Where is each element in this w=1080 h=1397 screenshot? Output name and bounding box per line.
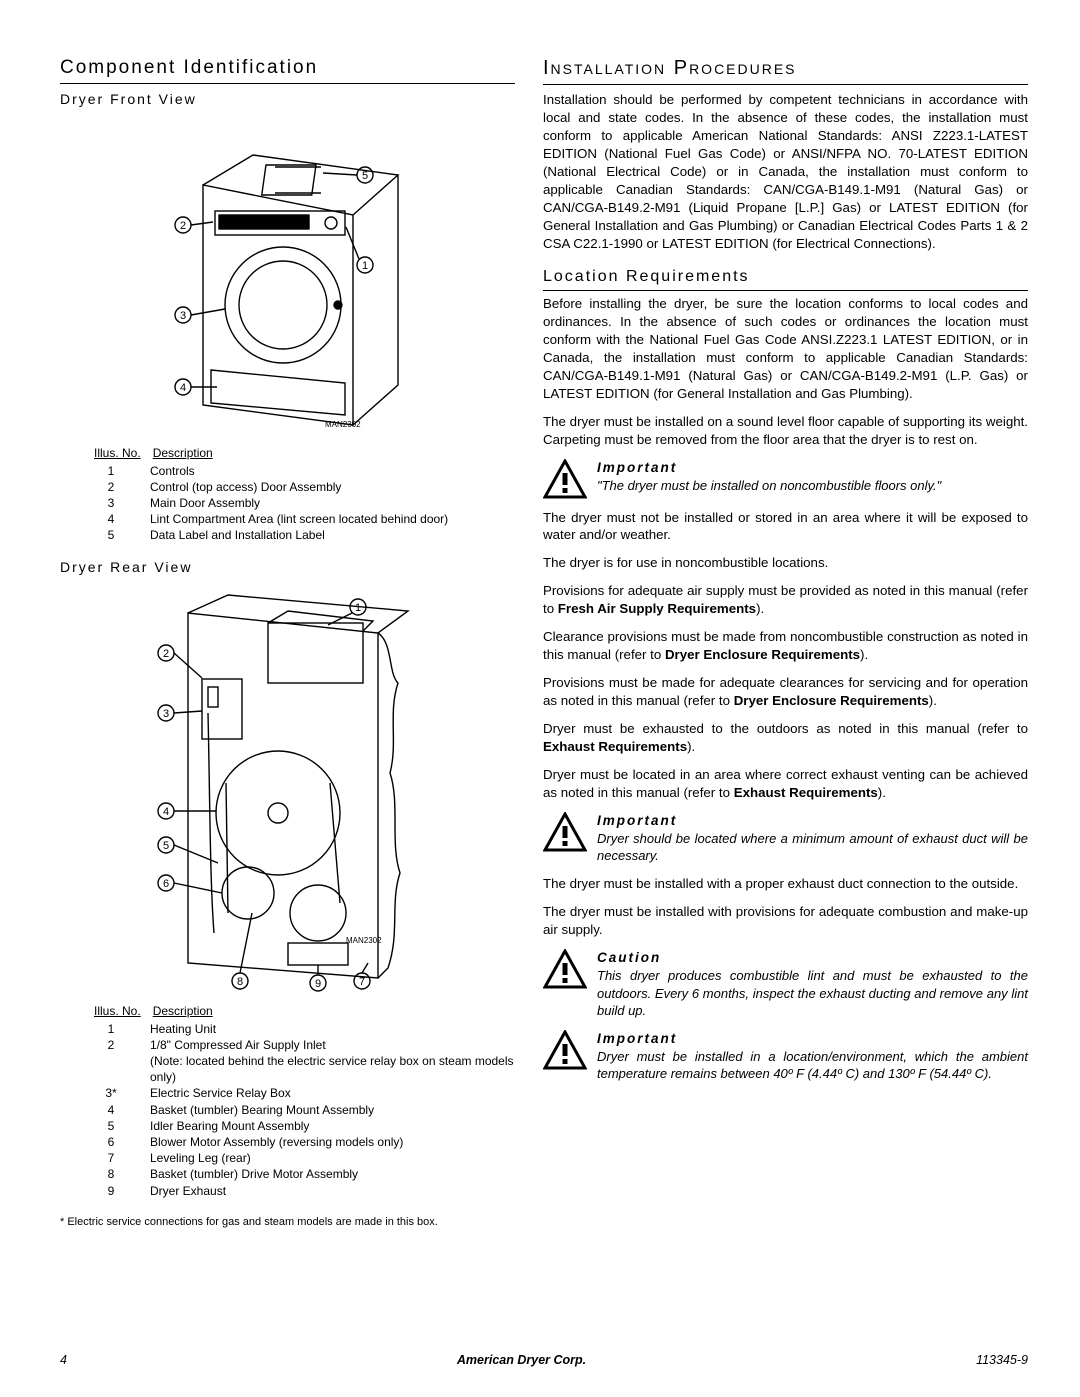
list-item: 4Lint Compartment Area (lint screen loca… <box>94 511 515 527</box>
svg-text:5: 5 <box>163 840 169 852</box>
rear-view-subheading: Dryer Rear View <box>60 558 515 577</box>
caution-lint: Caution This dryer produces combustible … <box>543 949 1028 1020</box>
col-illus-no: Illus. No. <box>94 1003 141 1019</box>
para-servicing: Provisions must be made for adequate cle… <box>543 674 1028 710</box>
svg-text:MAN2302: MAN2302 <box>346 936 382 945</box>
loc-para-2: The dryer must be installed on a sound l… <box>543 413 1028 449</box>
para-noncombustible: The dryer is for use in noncombustible l… <box>543 554 1028 572</box>
warn-text: "The dryer must be installed on noncombu… <box>597 477 1028 495</box>
warn-text: Dryer must be installed in a location/en… <box>597 1048 1028 1083</box>
front-view-subheading: Dryer Front View <box>60 90 515 109</box>
rear-parts-list: 1Heating Unit 21/8" Compressed Air Suppl… <box>94 1021 515 1199</box>
rear-table-header: Illus. No. Description <box>94 1003 515 1019</box>
para-water: The dryer must not be installed or store… <box>543 509 1028 545</box>
para-combustion-air: The dryer must be installed with provisi… <box>543 903 1028 939</box>
list-item: 21/8" Compressed Air Supply Inlet (Note:… <box>94 1037 515 1086</box>
warning-icon <box>543 459 587 499</box>
location-heading: Location Requirements <box>543 266 1028 291</box>
list-item: 2Control (top access) Door Assembly <box>94 479 515 495</box>
warning-icon <box>543 949 587 989</box>
dryer-rear-diagram: 2 3 4 5 6 8 1 7 9 MAN2302 <box>60 583 515 993</box>
list-item: 8Basket (tumbler) Drive Motor Assembly <box>94 1166 515 1182</box>
front-parts-list: 1Controls 2Control (top access) Door Ass… <box>94 463 515 544</box>
svg-text:1: 1 <box>355 602 361 614</box>
rear-footnote: * Electric service connections for gas a… <box>60 1215 515 1230</box>
list-item: 7Leveling Leg (rear) <box>94 1150 515 1166</box>
list-item: 3*Electric Service Relay Box <box>94 1085 515 1101</box>
list-item: 5Idler Bearing Mount Assembly <box>94 1118 515 1134</box>
svg-text:4: 4 <box>180 382 186 394</box>
para-exhaust-venting: Dryer must be located in an area where c… <box>543 766 1028 802</box>
loc-para-1: Before installing the dryer, be sure the… <box>543 295 1028 403</box>
para-air-supply: Provisions for adequate air supply must … <box>543 582 1028 618</box>
intro-para: Installation should be performed by comp… <box>543 91 1028 252</box>
svg-text:MAN2302: MAN2302 <box>325 420 361 429</box>
warning-icon <box>543 812 587 852</box>
component-id-heading: Component Identification <box>60 55 515 84</box>
company-name: American Dryer Corp. <box>457 1352 586 1369</box>
warn-title: Important <box>597 459 1028 477</box>
list-item: 5Data Label and Installation Label <box>94 527 515 543</box>
svg-text:6: 6 <box>163 878 169 890</box>
svg-text:8: 8 <box>237 976 243 988</box>
para-proper-duct: The dryer must be installed with a prope… <box>543 875 1028 893</box>
warn-text: Dryer should be located where a minimum … <box>597 830 1028 865</box>
important-noncombustible-floor: Important "The dryer must be installed o… <box>543 459 1028 499</box>
svg-text:5: 5 <box>362 170 368 182</box>
svg-text:4: 4 <box>163 806 169 818</box>
list-item: 1Controls <box>94 463 515 479</box>
list-item: 6Blower Motor Assembly (reversing models… <box>94 1134 515 1150</box>
col-description: Description <box>153 1003 213 1019</box>
installation-heading: Installation Procedures <box>543 55 1028 85</box>
svg-text:2: 2 <box>163 648 169 660</box>
front-table-header: Illus. No. Description <box>94 445 515 461</box>
list-item: 4Basket (tumbler) Bearing Mount Assembly <box>94 1102 515 1118</box>
para-clearance: Clearance provisions must be made from n… <box>543 628 1028 664</box>
important-ambient-temp: Important Dryer must be installed in a l… <box>543 1030 1028 1083</box>
important-min-duct: Important Dryer should be located where … <box>543 812 1028 865</box>
dryer-front-diagram: 5 2 1 3 4 MAN2302 <box>60 115 515 435</box>
warn-text: This dryer produces combustible lint and… <box>597 967 1028 1020</box>
warn-title: Caution <box>597 949 1028 967</box>
col-description: Description <box>153 445 213 461</box>
page-footer: 4 American Dryer Corp. 113345-9 <box>60 1352 1028 1369</box>
col-illus-no: Illus. No. <box>94 445 141 461</box>
warning-icon <box>543 1030 587 1070</box>
warn-title: Important <box>597 812 1028 830</box>
list-item: 9Dryer Exhaust <box>94 1183 515 1199</box>
right-column: Installation Procedures Installation sho… <box>543 55 1028 1230</box>
list-item: 1Heating Unit <box>94 1021 515 1037</box>
svg-text:7: 7 <box>359 976 365 988</box>
left-column: Component Identification Dryer Front Vie… <box>60 55 515 1230</box>
doc-number: 113345-9 <box>976 1352 1028 1369</box>
svg-text:1: 1 <box>362 260 368 272</box>
para-exhaust-outdoors: Dryer must be exhausted to the outdoors … <box>543 720 1028 756</box>
svg-text:3: 3 <box>180 310 186 322</box>
svg-text:3: 3 <box>163 708 169 720</box>
svg-text:9: 9 <box>315 978 321 990</box>
svg-text:2: 2 <box>180 220 186 232</box>
list-item: 3Main Door Assembly <box>94 495 515 511</box>
warn-title: Important <box>597 1030 1028 1048</box>
page-number: 4 <box>60 1352 67 1369</box>
